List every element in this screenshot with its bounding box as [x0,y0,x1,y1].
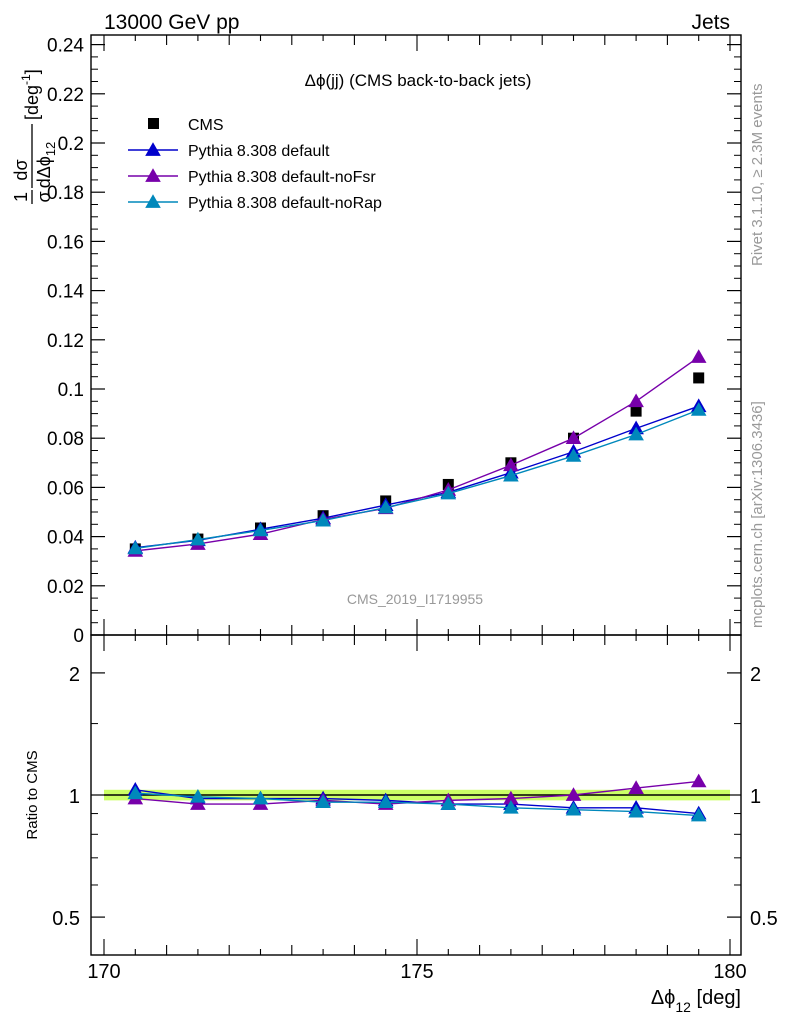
y-tick-label: 0.04 [47,528,84,549]
plot-title: Δϕ(jj) (CMS back-to-back jets) [305,71,532,90]
legend-marker-2 [145,168,161,182]
y-tick-label: 0.1 [58,380,84,401]
y-tick-label: 0.18 [47,183,84,204]
series-marker-3 [190,531,206,546]
series-marker-2 [690,349,707,363]
ratio-series-marker-2 [628,803,644,818]
ratio-series-marker-1 [690,773,707,788]
legend-marker-1 [145,142,161,156]
ratio-y-tick-label: 1 [69,786,80,808]
y-tick-label: 0.08 [47,429,84,450]
series-marker-3 [252,522,269,537]
y-tick-label: 0.22 [47,85,84,106]
svg-text:[deg-1]: [deg-1] [19,69,42,120]
watermark: CMS_2019_I1719955 [347,591,483,607]
series-marker-3 [440,485,457,500]
ylabel-prefix-den: σ [34,191,54,202]
x-axis-label: Δϕ12 [deg] [651,987,741,1015]
ylabel-unit-close: ] [22,69,42,74]
series-marker-3 [690,402,707,416]
ratio-series-marker-2 [252,790,269,805]
ratio-y-tick-label-right: 2 [750,664,761,686]
ratio-series-line-2 [135,792,699,817]
ratio-series-marker-2 [315,794,331,809]
header-left: 13000 GeV pp [104,11,239,34]
series-marker-3 [127,540,144,555]
legend-label-1: Pythia 8.308 default [188,143,330,160]
legend-marker-0 [148,118,159,129]
side-label-rivet: Rivet 3.1.10, ≥ 2.3M events [749,84,766,267]
y-tick-label: 0.06 [47,478,84,499]
y-tick-label: 0.02 [47,577,84,598]
series-marker-2 [503,457,519,472]
legend-label-0: CMS [188,117,224,134]
x-tick-label: 180 [713,961,746,983]
series-marker-3 [315,512,331,527]
series-marker-3 [628,426,644,441]
xlabel-unit: [deg] [691,987,741,1009]
legend-label-3: Pythia 8.308 default-noRap [188,195,382,212]
series-line-3 [135,409,699,550]
y-tick-label: 0.12 [47,331,84,352]
xlabel-main: Δϕ [651,987,676,1009]
legend-label-2: Pythia 8.308 default-noFsr [188,169,376,186]
ratio-series-marker-2 [127,785,144,800]
y-tick-label: 0.2 [58,134,84,155]
series-marker-2 [628,393,644,408]
ratio-series-marker-2 [440,796,457,810]
ratio-y-tick-label-right: 1 [750,786,761,808]
legend-marker-3 [145,194,161,208]
ratio-y-label: Ratio to CMS [24,750,41,839]
header-right: Jets [691,11,730,34]
cms-data-point [693,372,705,384]
series-line-1 [135,405,699,549]
ylabel-frac-num: dσ [11,159,31,180]
ratio-series-marker-1 [503,790,519,805]
y-tick-label: 0.16 [47,232,84,253]
ratio-series-line-1 [135,780,699,805]
y-tick-label: 0 [73,626,84,647]
series-marker-3 [377,499,394,514]
ratio-y-tick-label: 2 [69,664,80,686]
ratio-series-marker-2 [190,788,206,803]
ylabel-frac-den: dΔϕ [34,156,54,188]
y-tick-label: 0.14 [47,282,84,303]
ratio-series-marker-2 [503,799,519,814]
ylabel-unit: [deg [22,85,42,120]
series-line-2 [135,356,700,552]
ratio-y-tick-label-right: 0.5 [750,908,778,930]
ratio-series-marker-1 [190,796,206,810]
ratio-series-marker-2 [690,807,707,822]
ratio-series-marker-1 [628,780,644,794]
series-marker-3 [503,467,519,482]
legend: CMS Pythia 8.308 default Pythia 8.308 defa… [128,117,382,212]
series-marker-2 [565,430,582,445]
x-tick-label: 175 [400,961,433,983]
xlabel-sub: 12 [675,999,691,1015]
ylabel-unit-sup: -1 [19,74,33,85]
ratio-series-marker-1 [565,787,582,801]
svg-text:dΔϕ12: dΔϕ12 [34,142,58,189]
side-label-mcplots: mcplots.cern.ch [arXiv:1306.3436] [749,401,766,628]
series-marker-3 [565,448,582,462]
ylabel-prefix-num: 1 [11,192,31,202]
y-axis-label: 1 σ dσ dΔϕ12 [deg-1] [11,69,58,204]
x-tick-label: 170 [87,961,120,983]
ratio-series-marker-2 [377,794,394,809]
ratio-y-tick-label: 0.5 [52,908,80,930]
ylabel-frac-den-sub: 12 [43,142,58,156]
ratio-series-marker-2 [565,801,582,816]
y-tick-label: 0.24 [47,36,84,57]
cms-data-point [630,405,642,417]
